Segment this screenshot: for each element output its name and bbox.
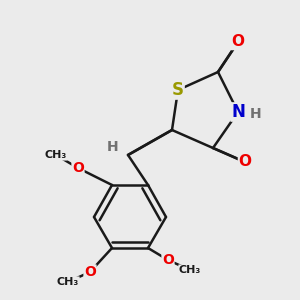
- Text: CH₃: CH₃: [179, 265, 201, 275]
- Text: O: O: [238, 154, 251, 169]
- Text: CH₃: CH₃: [45, 150, 67, 160]
- Text: CH₃: CH₃: [57, 277, 79, 287]
- Text: O: O: [232, 34, 244, 50]
- Text: N: N: [231, 103, 245, 121]
- Text: H: H: [107, 140, 119, 154]
- Text: O: O: [162, 253, 174, 267]
- Text: O: O: [72, 161, 84, 175]
- Text: O: O: [84, 265, 96, 279]
- Text: H: H: [250, 107, 262, 121]
- Text: S: S: [172, 81, 184, 99]
